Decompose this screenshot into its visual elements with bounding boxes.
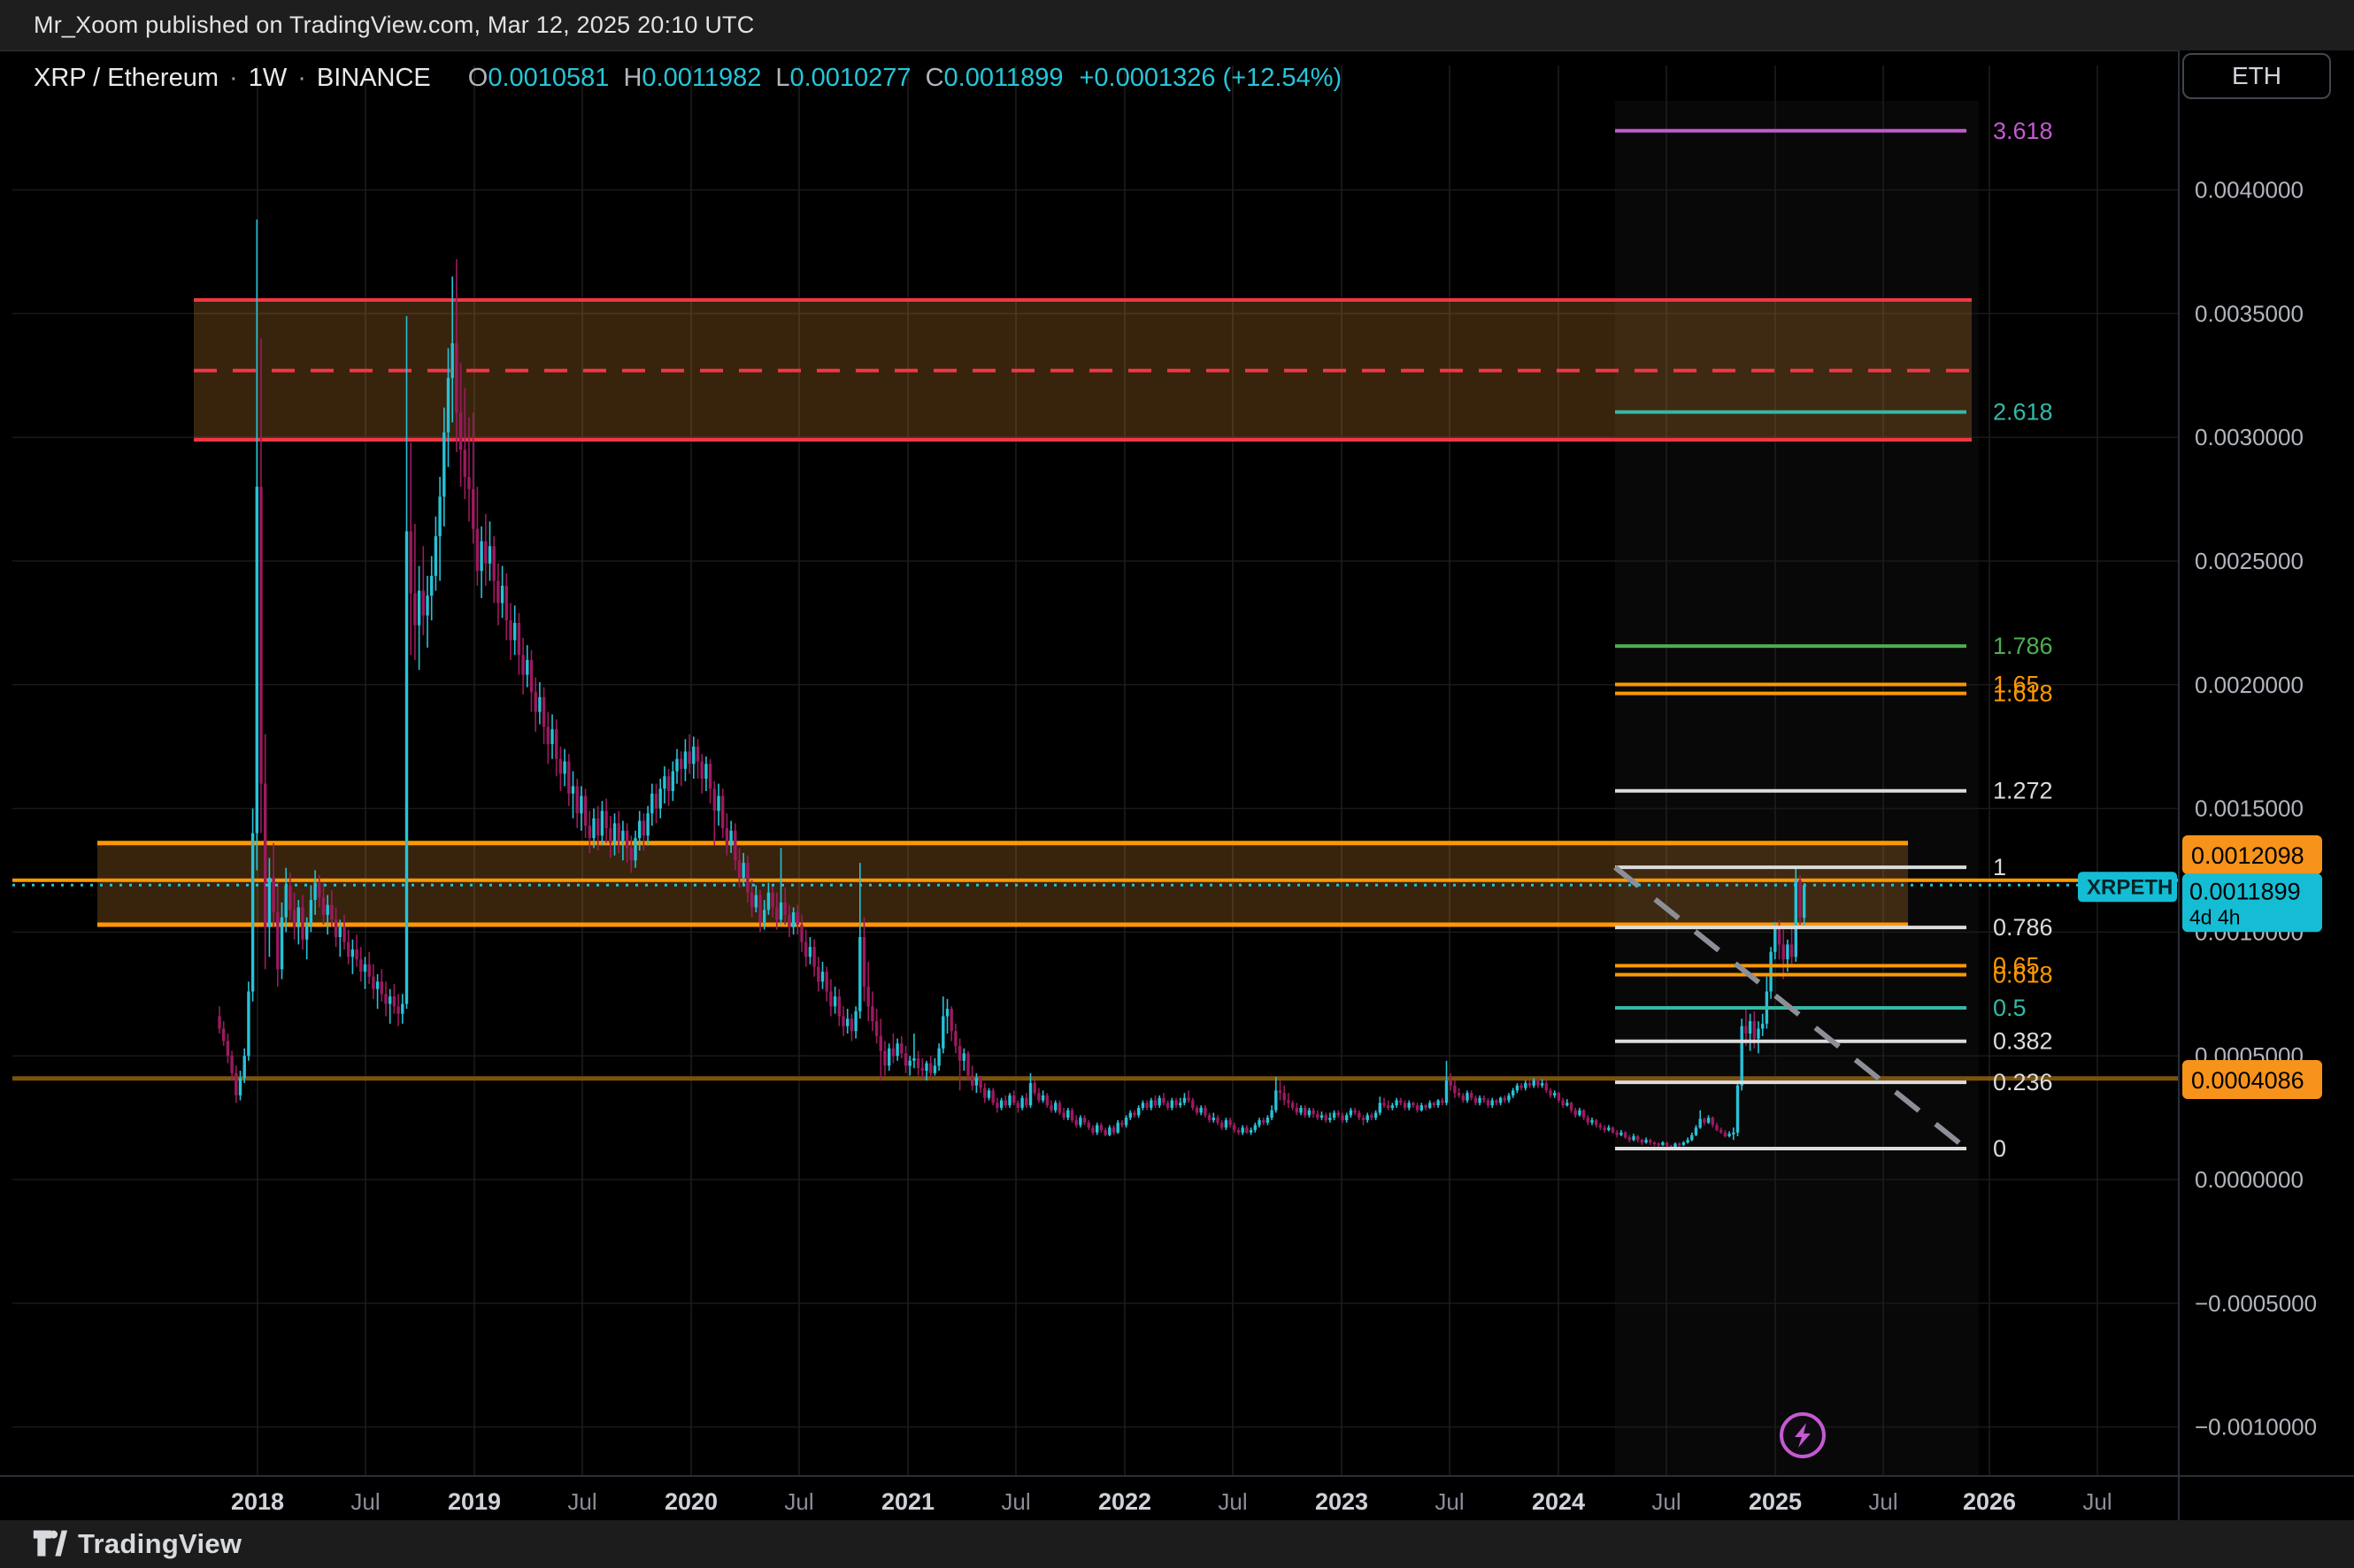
price-axis-panel <box>2179 50 2354 1568</box>
close-value: 0.0011899 <box>943 64 1064 92</box>
price-axis-labels: 0.0040000 0.0035000 0.0030000 0.0025000 0.00… <box>2195 177 2317 1441</box>
svg-text:Jul: Jul <box>1218 1488 1247 1515</box>
svg-text:1: 1 <box>1993 854 2006 880</box>
close-key: C <box>925 64 944 92</box>
tradingview-logo[interactable]: TradingView <box>32 1528 242 1560</box>
tradingview-logo-text: TradingView <box>78 1528 242 1559</box>
footer-bar: TradingView <box>0 1520 2354 1568</box>
svg-text:1.786: 1.786 <box>1993 633 2053 659</box>
svg-text:1.65: 1.65 <box>1993 672 2040 698</box>
svg-text:Jul: Jul <box>567 1488 596 1515</box>
svg-text:0.0025000: 0.0025000 <box>2195 548 2304 574</box>
svg-text:2021: 2021 <box>881 1488 935 1515</box>
svg-text:0: 0 <box>1993 1135 2006 1162</box>
currency-eth-button[interactable]: ETH <box>2182 53 2331 99</box>
svg-text:2020: 2020 <box>665 1488 718 1515</box>
svg-text:1.272: 1.272 <box>1993 778 2053 804</box>
svg-text:0.0020000: 0.0020000 <box>2195 672 2304 698</box>
svg-text:2022: 2022 <box>1098 1488 1151 1515</box>
svg-text:Jul: Jul <box>2082 1488 2112 1515</box>
price-label-0.0004086: 0.0004086 <box>2182 1060 2322 1099</box>
chart-header: XRP / Ethereum · 1W · BINANCE O 0.0010581… <box>34 64 1342 93</box>
change-value: +0.0001326 (+12.54%) <box>1079 64 1342 92</box>
svg-text:2025: 2025 <box>1749 1488 1802 1515</box>
svg-text:0.0000000: 0.0000000 <box>2195 1166 2304 1193</box>
timeframe[interactable]: 1W <box>248 64 288 92</box>
svg-text:0.0035000: 0.0035000 <box>2195 300 2304 327</box>
candles-layer <box>218 219 1806 1149</box>
svg-text:0.0015000: 0.0015000 <box>2195 796 2304 822</box>
orange-support-band <box>97 841 1908 927</box>
red-resistance-band <box>194 298 1972 442</box>
svg-text:Jul: Jul <box>350 1488 380 1515</box>
svg-text:2018: 2018 <box>231 1488 284 1515</box>
fib-levels: 3.6182.6181.7861.651.6181.27210.7860.650… <box>1615 118 2053 1162</box>
open-value: 0.0010581 <box>488 64 610 92</box>
open-key: O <box>467 64 488 92</box>
publish-text: Mr_Xoom published on TradingView.com, Ma… <box>34 12 755 38</box>
high-key: H <box>623 64 642 92</box>
svg-text:2.618: 2.618 <box>1993 399 2053 426</box>
tradingview-logo-icon <box>33 1530 67 1556</box>
high-value: 0.0011982 <box>642 64 762 92</box>
svg-text:2026: 2026 <box>1963 1488 2016 1515</box>
symbol-price-tag: XRPETH <box>2078 872 2177 903</box>
exchange: BINANCE <box>316 64 431 92</box>
svg-text:Jul: Jul <box>784 1488 813 1515</box>
svg-text:0.618: 0.618 <box>1993 961 2053 988</box>
low-value: 0.0010277 <box>789 64 912 92</box>
svg-text:Jul: Jul <box>1651 1488 1681 1515</box>
svg-text:0.786: 0.786 <box>1993 914 2053 941</box>
svg-text:0.0012098: 0.0012098 <box>2191 842 2304 869</box>
separator: · <box>229 64 238 92</box>
svg-text:Jul: Jul <box>1868 1488 1897 1515</box>
time-axis-labels: 2018 2019 2020 2021 2022 2023 2024 2025 2026 Jul J… <box>231 1488 2112 1515</box>
svg-text:2024: 2024 <box>1532 1488 1585 1515</box>
svg-text:0.0011899: 0.0011899 <box>2189 878 2301 904</box>
svg-text:XRPETH: XRPETH <box>2087 875 2173 899</box>
svg-text:2023: 2023 <box>1315 1488 1368 1515</box>
svg-text:1.618: 1.618 <box>1993 680 2053 707</box>
projection-dashed-line <box>1613 865 1968 1151</box>
ohlc-readout: O 0.0010581 H 0.0011982 L 0.0010277 C 0.0011… <box>454 64 1064 93</box>
svg-text:0.65: 0.65 <box>1993 952 2040 979</box>
low-key: L <box>775 64 790 92</box>
svg-text:4d 4h: 4d 4h <box>2189 905 2241 928</box>
price-label-0.0012098: 0.0012098 <box>2182 835 2322 874</box>
svg-text:Jul: Jul <box>1435 1488 1464 1515</box>
publish-bar: Mr_Xoom published on TradingView.com, Ma… <box>0 0 2354 51</box>
svg-text:−0.0005000: −0.0005000 <box>2195 1290 2317 1317</box>
symbol-title[interactable]: XRP / Ethereum <box>34 64 219 92</box>
svg-text:0.382: 0.382 <box>1993 1028 2053 1055</box>
svg-text:3.618: 3.618 <box>1993 118 2053 144</box>
svg-text:0.236: 0.236 <box>1993 1069 2053 1095</box>
svg-text:−0.0010000: −0.0010000 <box>2195 1414 2317 1441</box>
svg-text:0.0030000: 0.0030000 <box>2195 424 2304 450</box>
svg-text:0.5: 0.5 <box>1993 995 2027 1021</box>
svg-text:0.0040000: 0.0040000 <box>2195 177 2304 204</box>
svg-text:2019: 2019 <box>448 1488 501 1515</box>
svg-text:0.0004086: 0.0004086 <box>2191 1067 2304 1094</box>
svg-text:Jul: Jul <box>1001 1488 1030 1515</box>
flash-icon[interactable] <box>1780 1412 1826 1458</box>
separator: · <box>297 64 306 92</box>
